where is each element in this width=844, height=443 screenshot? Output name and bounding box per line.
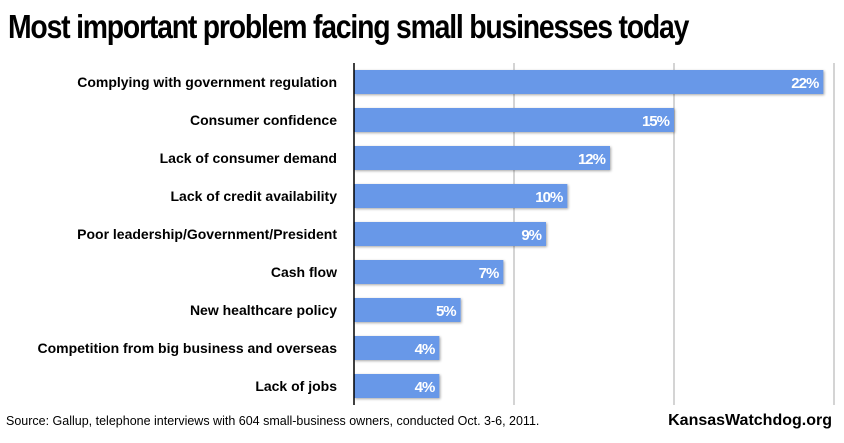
- bar: [354, 374, 440, 398]
- category-label: Lack of consumer demand: [160, 150, 337, 166]
- bar: [354, 260, 504, 284]
- category-label: Lack of credit availability: [170, 188, 337, 204]
- bar: [354, 336, 440, 360]
- category-label: Consumer confidence: [190, 112, 337, 128]
- bar: [354, 108, 674, 132]
- value-label: 7%: [479, 265, 499, 282]
- bar: [354, 298, 461, 322]
- category-label: Poor leadership/Government/President: [77, 226, 337, 242]
- bar-chart: Complying with government regulation 22% C…: [37, 63, 835, 405]
- value-label: 5%: [436, 303, 456, 320]
- bar: [354, 184, 568, 208]
- value-label: 10%: [535, 189, 563, 206]
- brand-label: KansasWatchdog.org: [668, 412, 832, 429]
- value-label: 4%: [415, 379, 435, 396]
- category-label: Cash flow: [271, 264, 337, 280]
- bar: [354, 222, 546, 246]
- source-note: Source: Gallup, telephone interviews wit…: [6, 414, 540, 428]
- value-label: 15%: [642, 113, 670, 130]
- bar: [354, 70, 824, 94]
- value-label: 9%: [521, 227, 541, 244]
- value-label: 4%: [415, 341, 435, 358]
- chart-title: Most important problem facing small busi…: [8, 8, 689, 45]
- category-label: Competition from big business and overse…: [37, 340, 337, 356]
- value-label: 12%: [578, 151, 606, 168]
- bar: [354, 146, 610, 170]
- category-label: Lack of jobs: [255, 378, 337, 394]
- category-label: Complying with government regulation: [77, 74, 337, 90]
- value-label: 22%: [791, 75, 819, 92]
- category-label: New healthcare policy: [190, 302, 337, 318]
